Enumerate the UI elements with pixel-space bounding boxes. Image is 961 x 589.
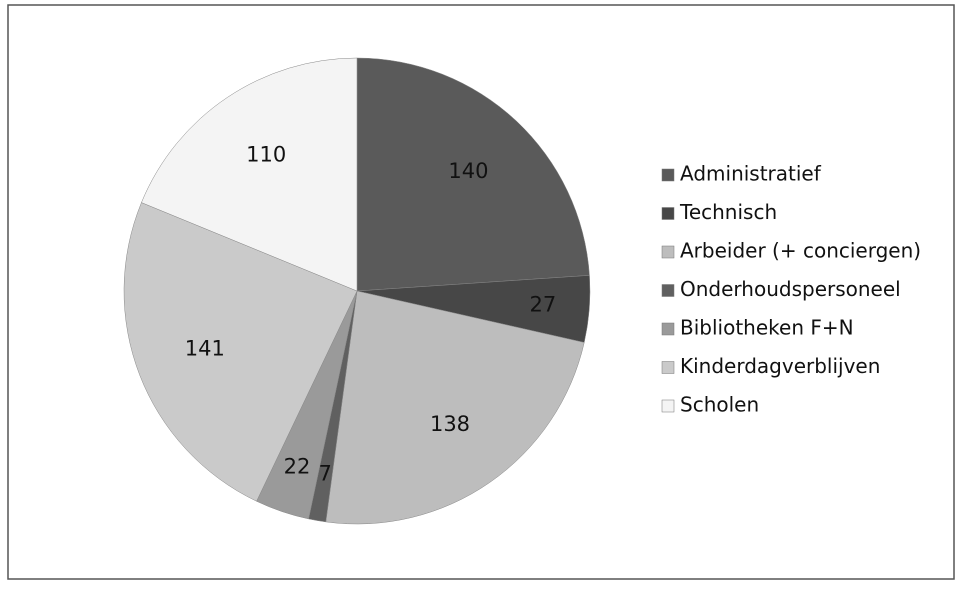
data-label: 138 (430, 412, 470, 436)
legend-swatch (661, 399, 675, 413)
legend-label: Arbeider (+ conciergen) (680, 239, 921, 263)
legend-swatch (661, 361, 675, 374)
data-label: 140 (448, 159, 488, 183)
legend-label: Onderhoudspersoneel (680, 277, 901, 301)
data-label: 22 (284, 454, 311, 478)
legend-label: Scholen (680, 393, 759, 417)
data-label: 110 (246, 143, 286, 167)
legend-label: Administratief (680, 162, 822, 186)
legend-label: Bibliotheken F+N (680, 316, 854, 340)
legend-swatch (661, 322, 675, 336)
legend-swatch (661, 207, 675, 220)
pie-slice (123, 202, 358, 502)
data-label: 7 (318, 462, 331, 486)
pie-slice (356, 57, 590, 292)
data-label: 141 (185, 337, 225, 361)
pie-slice (325, 290, 585, 525)
legend-label: Technisch (679, 200, 777, 224)
legend-swatch (661, 245, 675, 259)
data-label: 27 (529, 293, 556, 317)
legend-swatch (661, 168, 675, 182)
legend-label: Kinderdagverblijven (680, 354, 880, 378)
legend-swatch (661, 284, 675, 297)
pie-slice (141, 57, 358, 292)
